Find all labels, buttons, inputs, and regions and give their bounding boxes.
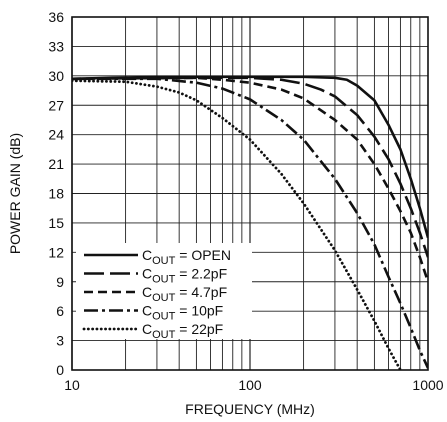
y-tick-label: 33 [48,38,64,54]
legend-label: COUT = OPEN [142,247,231,267]
legend-label-prefix: C [142,303,152,319]
y-tick-label: 12 [48,244,64,260]
y-tick-label: 9 [56,274,64,290]
legend-label-prefix: C [142,284,152,300]
legend-label-subscript: OUT [152,292,176,304]
legend-label: COUT = 4.7pF [142,284,227,304]
series-line-10pf [72,77,428,369]
series-line-4-7pf [72,76,428,283]
legend-label-subscript: OUT [152,255,176,267]
y-tick-label: 0 [56,362,64,378]
y-tick-label: 3 [56,333,64,349]
series-line-22pf [72,79,402,370]
legend-label-subscript: OUT [152,329,176,341]
y-tick-label: 6 [56,303,64,319]
x-tick-label: 1000 [412,377,443,393]
y-tick-label: 36 [48,9,64,25]
y-tick-label: 30 [48,68,64,84]
series-line-open [72,75,428,238]
legend-label-prefix: C [142,247,152,263]
x-tick-label: 100 [238,377,262,393]
plot-frame [71,16,429,371]
series-line-2-2pf [72,76,428,258]
legend-label-subscript: OUT [152,274,176,286]
legend-label-value: = 10pF [175,303,223,319]
legend-label-value: = 4.7pF [175,284,227,300]
y-tick-label: 27 [48,97,64,113]
legend-label-value: = OPEN [175,247,231,263]
legend-label-subscript: OUT [152,311,176,323]
legend-label: COUT = 2.2pF [142,266,227,286]
legend-label-prefix: C [142,321,152,337]
series-lines [72,75,428,370]
y-tick-label: 18 [48,186,64,202]
legend-label: COUT = 22pF [142,321,223,341]
x-tick-label: 10 [64,377,80,393]
legend-label: COUT = 10pF [142,303,223,323]
y-tick-label: 21 [48,156,64,172]
x-axis-title: FREQUENCY (MHz) [185,401,315,417]
x-tick-labels: 10 100 1000 [64,377,444,393]
y-tick-label: 24 [48,127,64,143]
legend-label-prefix: C [142,266,152,282]
y-tick-label: 15 [48,215,64,231]
legend-label-value: = 22pF [175,321,223,337]
y-axis-title: POWER GAIN (dB) [7,133,23,254]
legend-label-value: = 2.2pF [175,266,227,282]
